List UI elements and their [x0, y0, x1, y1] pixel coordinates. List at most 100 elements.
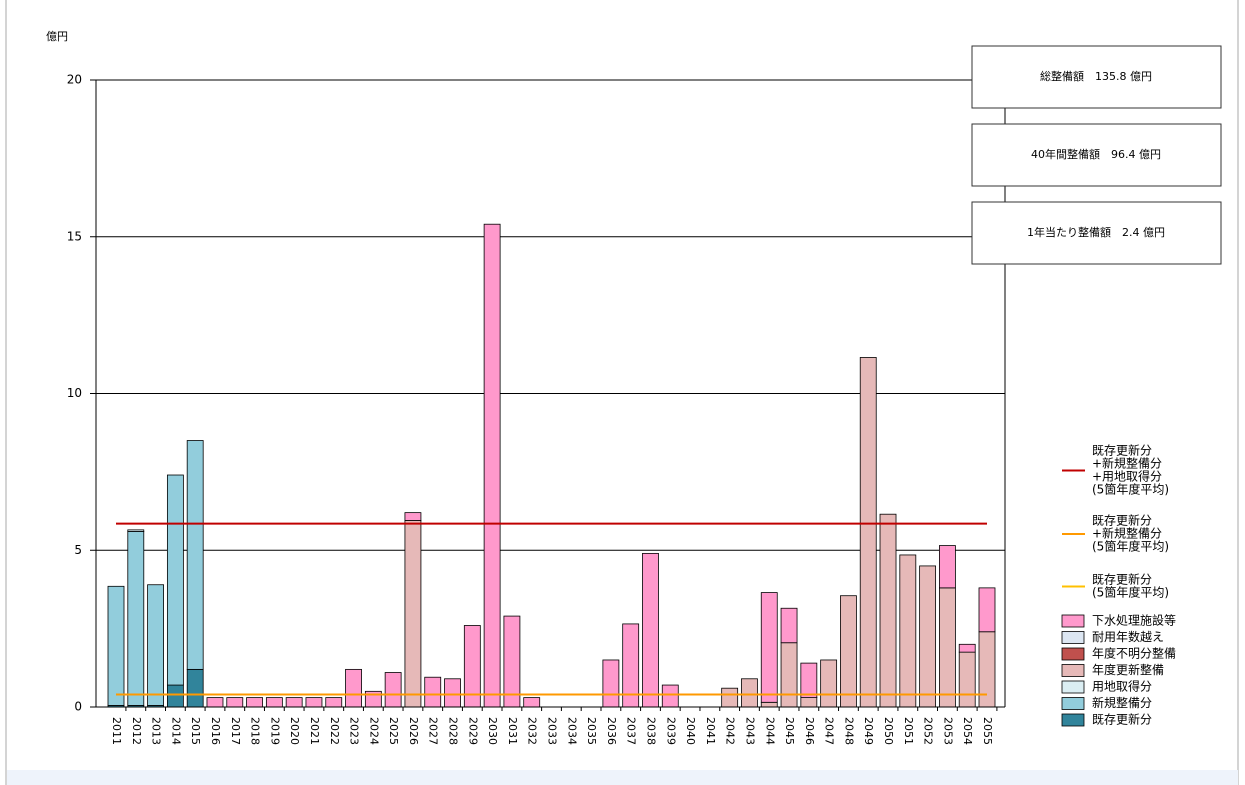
legend-swatch [1061, 664, 1085, 677]
x-tick-label: 2032 [526, 717, 539, 745]
bar-segment [859, 357, 877, 708]
x-tick-label: 2044 [763, 717, 776, 745]
x-tick-label: 2034 [565, 717, 578, 745]
x-tick-label: 2028 [447, 717, 460, 745]
footer-band [7, 770, 1238, 785]
x-tick-label: 2029 [466, 717, 479, 745]
x-tick-label: 2045 [783, 717, 796, 745]
x-tick-label: 2024 [367, 717, 380, 745]
bar-segment [107, 585, 125, 706]
legend-label: 既存更新分 [1092, 712, 1152, 727]
legend-label: 既存更新分 [1092, 513, 1152, 528]
y-tick-label: 15 [67, 229, 82, 243]
x-tick-label: 2047 [823, 717, 836, 745]
x-tick-label: 2020 [288, 717, 301, 745]
x-tick-label: 2055 [981, 717, 994, 745]
y-tick-label: 0 [74, 700, 82, 714]
bar-segment [958, 651, 976, 708]
bar-segment [424, 676, 442, 708]
legend-label: (5箇年度平均) [1092, 539, 1169, 554]
legend-swatch [1061, 631, 1085, 644]
info-box [971, 123, 1222, 187]
bar-segment [800, 697, 818, 708]
x-tick-label: 2013 [150, 717, 163, 745]
bar-segment [147, 584, 164, 706]
x-tick-label: 2016 [209, 717, 222, 745]
bar-segment [939, 545, 956, 589]
x-tick-label: 2039 [664, 717, 677, 745]
x-tick-label: 2046 [803, 717, 816, 745]
x-tick-label: 2026 [407, 717, 420, 745]
x-tick-label: 2033 [546, 717, 559, 745]
info-box [971, 201, 1222, 265]
bar-segment [978, 587, 996, 633]
bar-segment [661, 684, 679, 708]
x-tick-label: 2025 [387, 717, 400, 745]
legend-label: 年度不明分整備 [1092, 646, 1176, 661]
bar-segment [265, 697, 283, 708]
bar-segment [780, 607, 798, 644]
x-tick-label: 2035 [585, 717, 598, 745]
x-tick-label: 2051 [902, 717, 915, 745]
bar-segment [444, 678, 461, 708]
x-tick-label: 2041 [704, 717, 717, 745]
bar-segment [840, 595, 857, 708]
legend-label: 下水処理施設等 [1092, 613, 1176, 628]
bar-segment [325, 697, 343, 708]
x-tick-label: 2053 [941, 717, 954, 745]
legend-swatch [1061, 680, 1085, 694]
y-tick-label: 5 [74, 543, 82, 557]
x-tick-label: 2037 [625, 717, 638, 745]
legend-label: 既存更新分 [1092, 443, 1152, 458]
bar-segment [939, 587, 956, 708]
info-box-text: 40年間整備額 96.4 億円 [1031, 147, 1161, 161]
bar-segment [721, 687, 739, 708]
bar-segment [404, 520, 422, 708]
legend-swatch [1061, 614, 1085, 628]
y-unit: 億円 [46, 30, 68, 43]
x-tick-label: 2022 [328, 717, 341, 745]
x-tick-label: 2038 [644, 717, 657, 745]
x-tick-label: 2036 [605, 717, 618, 745]
bar-segment [919, 565, 937, 708]
bar-segment [899, 554, 917, 708]
x-tick-label: 2014 [169, 717, 182, 745]
x-tick-label: 2023 [348, 717, 361, 745]
info-box [971, 45, 1222, 109]
x-tick-label: 2049 [862, 717, 875, 745]
bar-segment [226, 697, 244, 708]
legend-swatch [1061, 713, 1085, 727]
bar-segment [958, 643, 976, 653]
x-tick-label: 2052 [922, 717, 935, 745]
x-tick-label: 2048 [842, 717, 855, 745]
x-tick-label: 2042 [724, 717, 737, 745]
x-tick-label: 2021 [308, 717, 321, 745]
bar-segment [404, 512, 422, 521]
x-tick-label: 2012 [130, 717, 143, 745]
x-tick-label: 2018 [249, 717, 262, 745]
legend-label: 用地取得分 [1092, 679, 1152, 694]
bar-segment [166, 474, 184, 686]
legend-label: +新規整備分 [1092, 456, 1162, 471]
x-tick-label: 2050 [882, 717, 895, 745]
bar-segment [760, 592, 778, 703]
x-tick-label: 2043 [743, 717, 756, 745]
legend-label: 新規整備分 [1092, 695, 1152, 710]
bar-segment [186, 668, 204, 708]
bar-segment [483, 223, 501, 708]
bar-segment [820, 659, 838, 708]
legend-label: (5箇年度平均) [1092, 482, 1169, 497]
bar-segment [602, 659, 620, 708]
info-box-text: 総整備額 135.8 億円 [1040, 69, 1152, 83]
bar-segment [523, 697, 541, 708]
x-tick-label: 2054 [961, 717, 974, 745]
bar-segment [760, 701, 778, 708]
legend-label: +新規整備分 [1092, 526, 1162, 541]
bar-segment [642, 552, 659, 708]
legend-label: 耐用年数越え [1092, 629, 1164, 644]
legend-label: +用地取得分 [1092, 469, 1162, 484]
bar-segment [780, 642, 798, 708]
legend-label: 年度更新整備 [1092, 662, 1164, 677]
bar-segment [741, 678, 758, 708]
